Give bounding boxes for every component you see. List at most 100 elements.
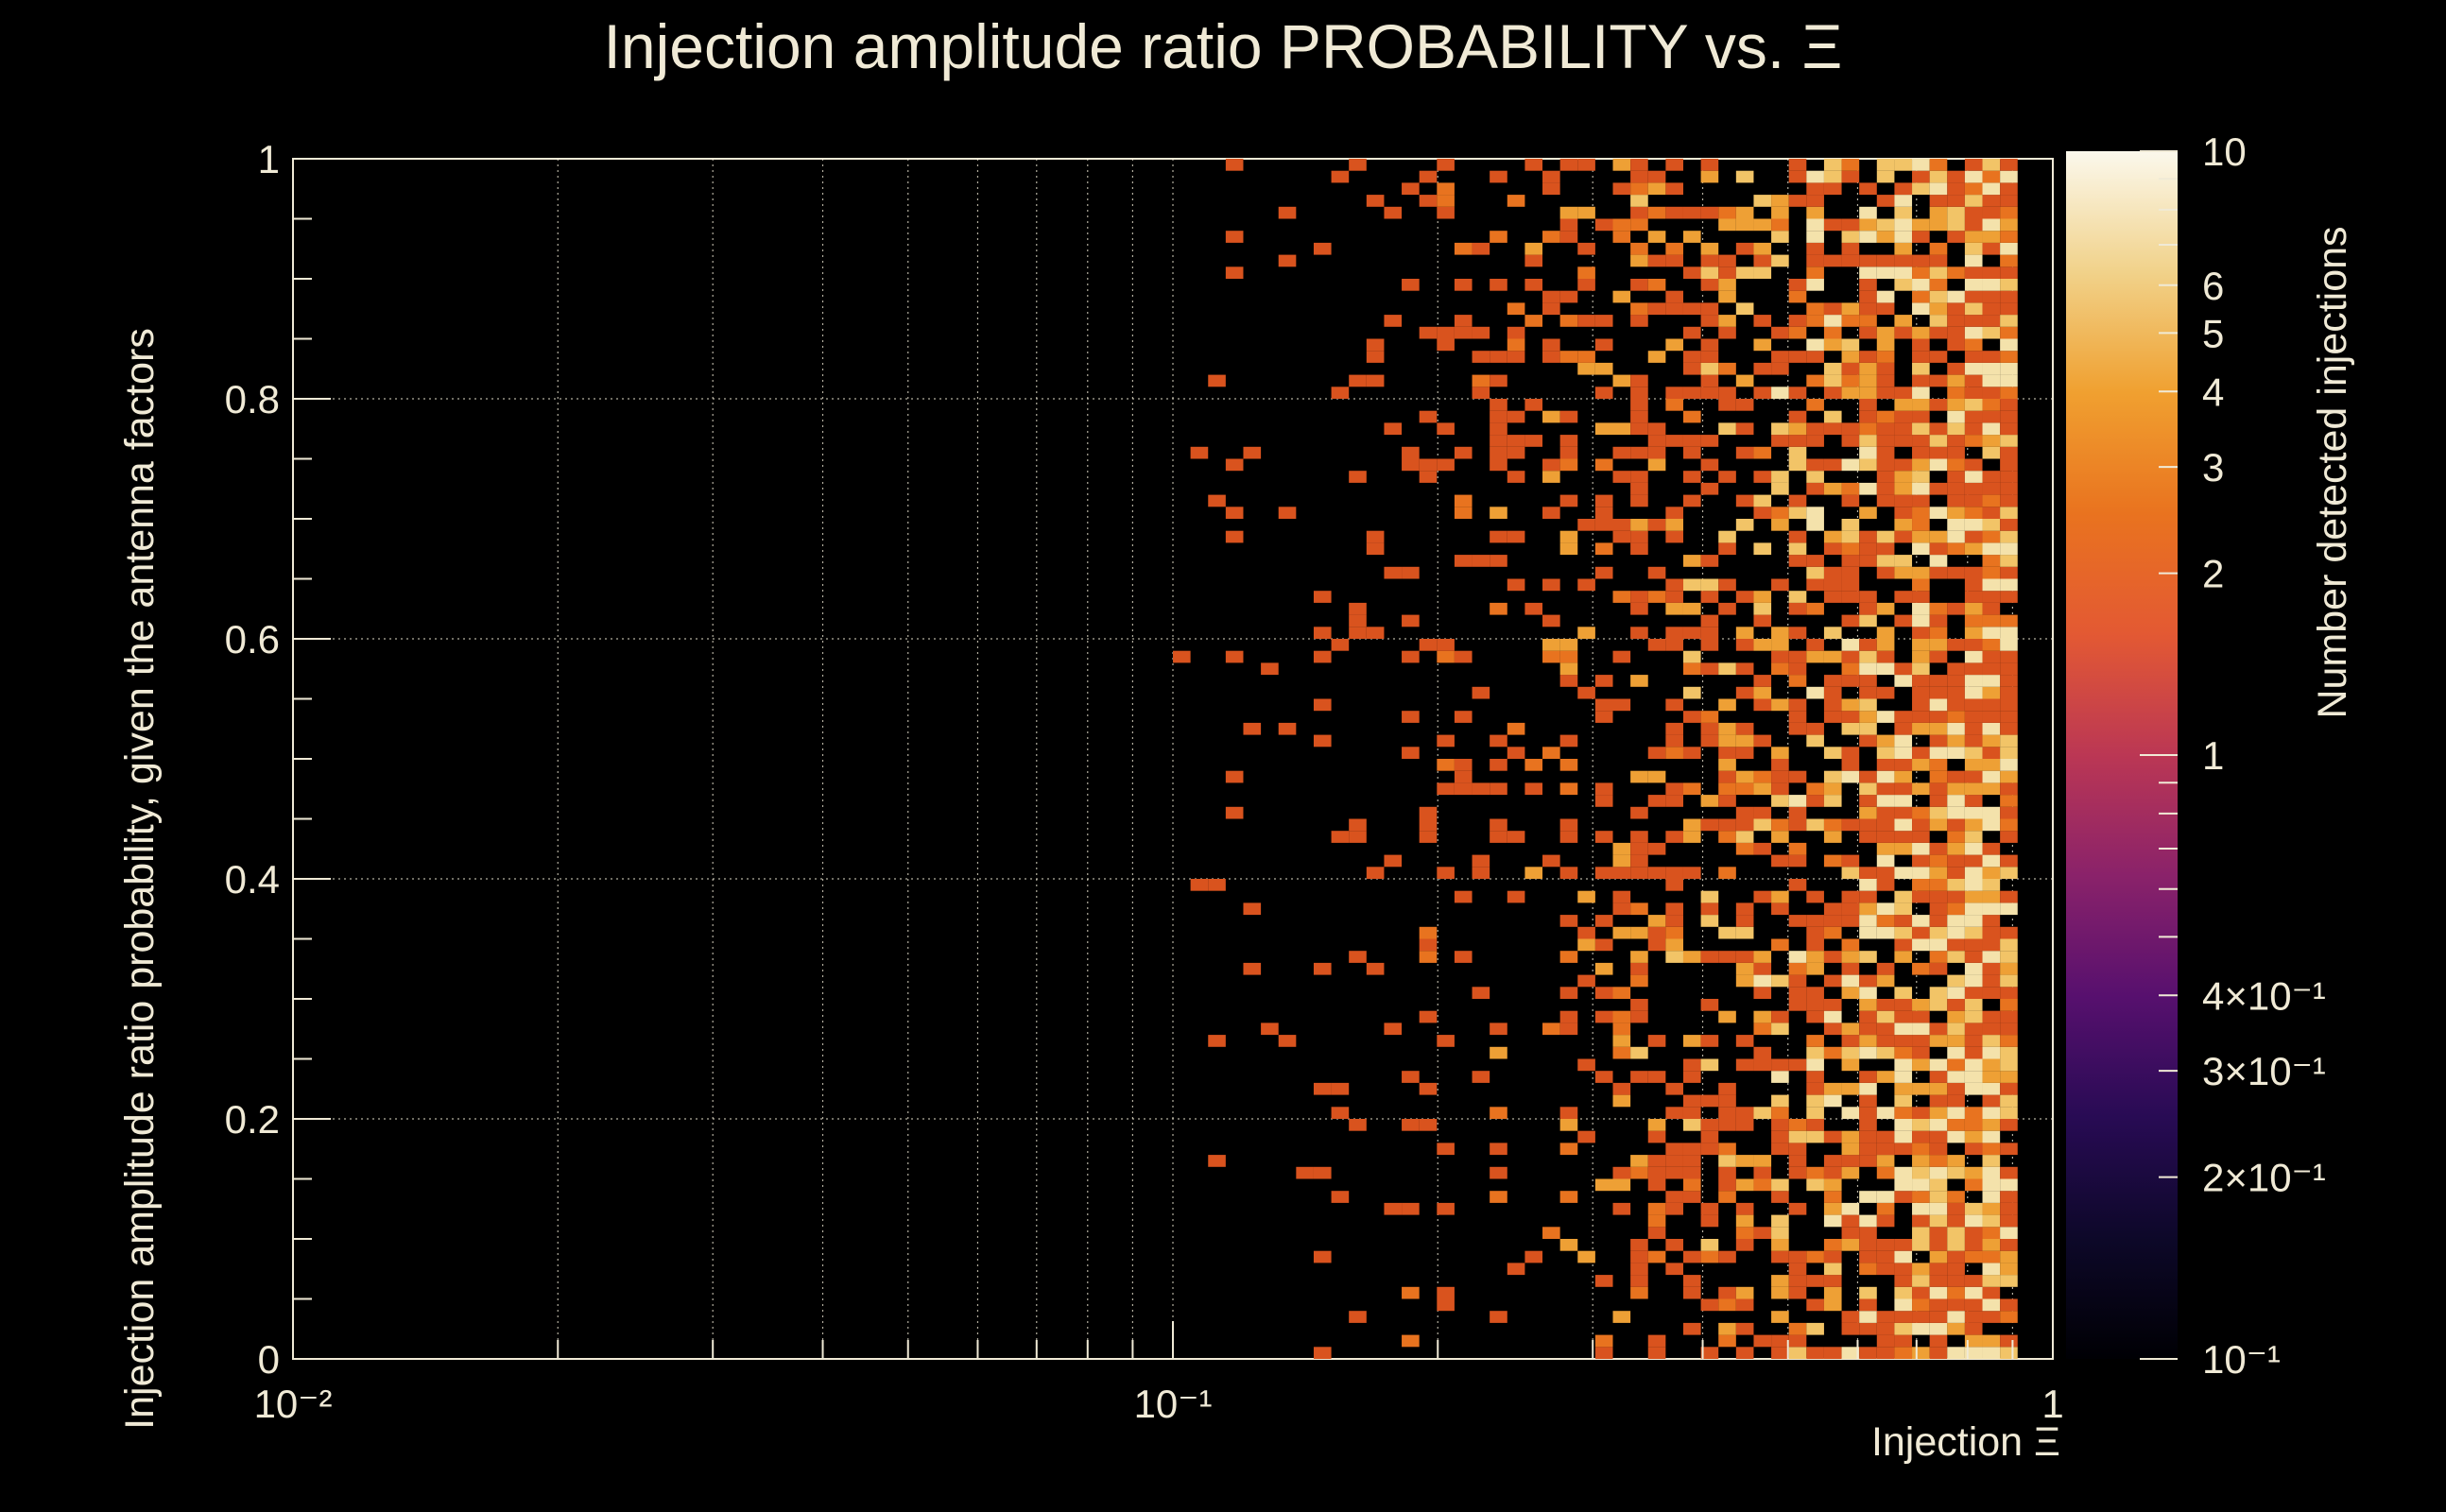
- heatmap-cell: [2000, 302, 2018, 316]
- heatmap-cell: [2000, 422, 2018, 436]
- heatmap-cell: [1912, 962, 1930, 975]
- heatmap-cell: [1859, 734, 1877, 747]
- heatmap-cell: [1630, 602, 1648, 615]
- heatmap-cell: [1366, 542, 1385, 556]
- heatmap-cell: [1964, 578, 1983, 592]
- heatmap-cell: [1912, 747, 1930, 759]
- heatmap-cell: [1437, 195, 1455, 207]
- heatmap-cell: [1507, 1263, 1525, 1276]
- heatmap-cell: [2000, 1046, 2018, 1059]
- heatmap-cell: [1876, 1155, 1895, 1167]
- heatmap-cell: [1876, 302, 1895, 316]
- heatmap-cell: [1912, 266, 1930, 279]
- heatmap-cell: [1788, 290, 1807, 303]
- heatmap-cell: [1947, 1347, 1965, 1359]
- heatmap-cell: [1718, 867, 1736, 879]
- heatmap-cell: [1665, 951, 1683, 963]
- heatmap-cell: [1490, 435, 1507, 447]
- heatmap-cell: [1929, 675, 1948, 687]
- heatmap-cell: [1947, 326, 1965, 339]
- heatmap-cell: [1665, 159, 1683, 171]
- heatmap-cell: [1929, 915, 1948, 927]
- heatmap-cell: [1929, 902, 1948, 916]
- heatmap-cell: [1735, 1178, 1754, 1192]
- heatmap-cell: [1524, 1250, 1543, 1263]
- heatmap-cell: [1876, 1022, 1895, 1036]
- heatmap-cell: [1929, 290, 1948, 303]
- heatmap-cell: [1735, 770, 1754, 783]
- heatmap-cell: [1384, 206, 1403, 219]
- heatmap-cell: [1964, 218, 1983, 232]
- heatmap-cell: [1947, 494, 1965, 507]
- heatmap-cell: [1876, 1334, 1895, 1348]
- heatmap-cell: [1753, 818, 1772, 832]
- heatmap-cell: [1894, 1275, 1913, 1287]
- heatmap-cell: [1964, 902, 1983, 916]
- heatmap-cell: [1806, 999, 1824, 1011]
- heatmap-cell: [1859, 387, 1877, 399]
- heatmap-cell: [1982, 315, 2001, 327]
- heatmap-cell: [1894, 926, 1913, 939]
- heatmap-cell: [1788, 387, 1807, 399]
- heatmap-cell: [1419, 170, 1438, 183]
- heatmap-cell: [1929, 542, 1948, 556]
- heatmap-cell: [1894, 566, 1913, 579]
- heatmap-cell: [1806, 254, 1824, 267]
- heatmap-cell: [1929, 1035, 1948, 1047]
- heatmap-cell: [1419, 926, 1438, 939]
- heatmap-cell: [1823, 182, 1842, 196]
- heatmap-cell: [1472, 374, 1490, 387]
- heatmap-cell: [1647, 1130, 1666, 1143]
- heatmap-cell: [1594, 962, 1613, 975]
- heatmap-cell: [1964, 734, 1983, 747]
- heatmap-cell: [1577, 519, 1595, 531]
- heatmap-cell: [1630, 1239, 1648, 1251]
- heatmap-cell: [1700, 362, 1719, 375]
- heatmap-cell: [1700, 639, 1719, 651]
- heatmap-cell: [1225, 159, 1244, 171]
- heatmap-cell: [1735, 818, 1754, 832]
- heatmap-cell: [1630, 422, 1648, 436]
- heatmap-cell: [1225, 458, 1244, 472]
- heatmap-cell: [1964, 867, 1983, 879]
- heatmap-cell: [1876, 159, 1895, 171]
- heatmap-cell: [1894, 242, 1913, 255]
- heatmap-cell: [1947, 471, 1965, 483]
- heatmap-cell: [1841, 242, 1860, 255]
- heatmap-cell: [1419, 326, 1438, 339]
- heatmap-cell: [1964, 422, 1983, 436]
- heatmap-cell: [1912, 1010, 1930, 1023]
- heatmap-cell: [1823, 818, 1842, 832]
- heatmap-cell: [1964, 302, 1983, 316]
- heatmap-cell: [1612, 1202, 1631, 1215]
- heatmap-cell: [1964, 351, 1983, 363]
- heatmap-cell: [1841, 675, 1860, 687]
- heatmap-cell: [1682, 326, 1701, 339]
- heatmap-cell: [1771, 1130, 1789, 1143]
- heatmap-cell: [1894, 206, 1913, 219]
- y-axis-ticks: 00.20.40.60.81: [225, 137, 331, 1382]
- heatmap-cell: [1577, 351, 1595, 363]
- heatmap-cell: [1947, 602, 1965, 615]
- heatmap-cell: [1612, 902, 1631, 916]
- heatmap-cell: [1612, 987, 1631, 999]
- heatmap-cell: [1964, 494, 1983, 507]
- heatmap-cell: [1700, 374, 1719, 387]
- heatmap-cell: [1735, 926, 1754, 939]
- heatmap-cell: [1876, 326, 1895, 339]
- heatmap-cell: [1876, 1347, 1895, 1359]
- heatmap-cell: [1823, 326, 1842, 339]
- heatmap-cell: [2000, 1094, 2018, 1108]
- heatmap-cell: [1700, 315, 1719, 327]
- heatmap-cell: [2000, 711, 2018, 723]
- heatmap-cell: [1947, 170, 1965, 183]
- heatmap-cell: [1454, 279, 1473, 291]
- heatmap-cell: [1929, 482, 1948, 495]
- heatmap-cell: [1225, 231, 1244, 243]
- heatmap-cell: [2000, 686, 2018, 699]
- heatmap-cell: [1718, 1334, 1736, 1348]
- heatmap-cell: [1982, 231, 2001, 243]
- heatmap-cell: [1594, 867, 1613, 879]
- heatmap-cell: [1876, 566, 1895, 579]
- heatmap-cell: [1559, 435, 1578, 447]
